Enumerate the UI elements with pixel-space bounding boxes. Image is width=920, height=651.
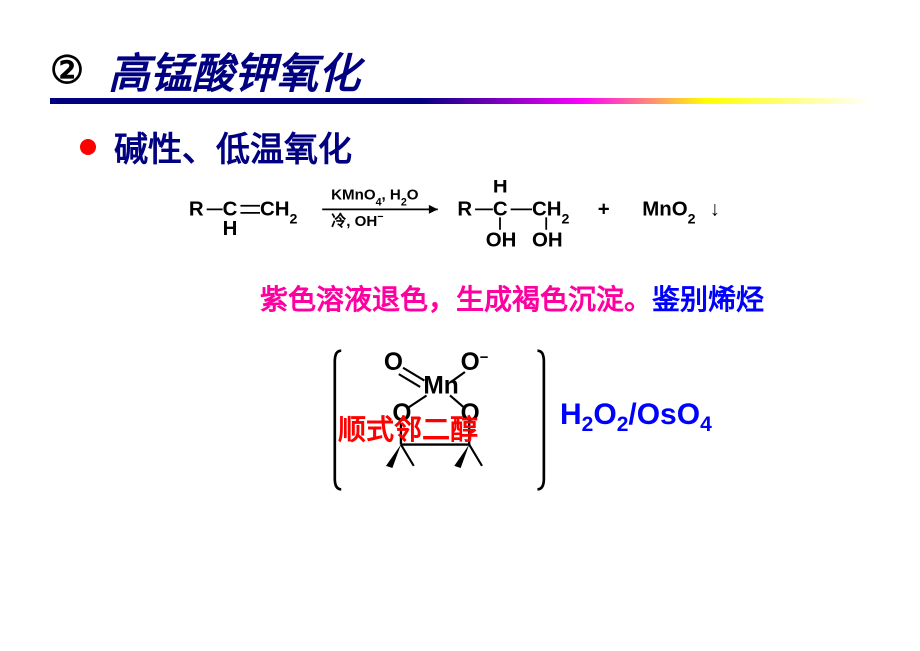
product-H: H: [493, 180, 508, 197]
sub-title: 碱性、低温氧化: [114, 122, 352, 171]
mn-label: Mn: [423, 372, 458, 399]
reactant-R: R: [189, 198, 204, 221]
plus-sign: +: [598, 198, 610, 221]
section-number: ②: [50, 48, 84, 93]
bullet-icon: [80, 139, 96, 155]
down-arrow: ↓: [710, 198, 720, 221]
reagent-top: KMnO4, H2O: [331, 187, 419, 209]
reagent-bottom: 冷, OH−: [331, 211, 383, 230]
cis-diol-label: 顺式邻二醇: [338, 408, 478, 448]
o-minus: O−: [461, 348, 489, 376]
observation-note: 紫色溶液退色，生成褐色沉淀。鉴别烯烃: [260, 278, 764, 318]
product-OH1: OH: [486, 229, 517, 252]
reactant-H: H: [223, 217, 238, 240]
alt-reagent: H2O2/OsO4: [560, 398, 712, 437]
product-C: C: [493, 198, 508, 221]
product-OH2: OH: [532, 229, 563, 252]
reaction-scheme: R C CH2 H KMnO4, H2O 冷, OH− R C H CH2 OH…: [140, 180, 860, 260]
mno2: MnO2: [642, 198, 695, 228]
product-R: R: [457, 198, 472, 221]
o-dbl: O: [384, 349, 403, 376]
section-title: 高锰酸钾氧化: [108, 40, 360, 101]
note-part2: 鉴别烯烃: [652, 284, 764, 315]
note-part1: 紫色溶液退色，生成褐色沉淀。: [260, 284, 652, 315]
reactant-CH2: CH2: [260, 198, 298, 228]
product-CH2: CH2: [532, 198, 570, 228]
title-underline: [50, 98, 870, 104]
